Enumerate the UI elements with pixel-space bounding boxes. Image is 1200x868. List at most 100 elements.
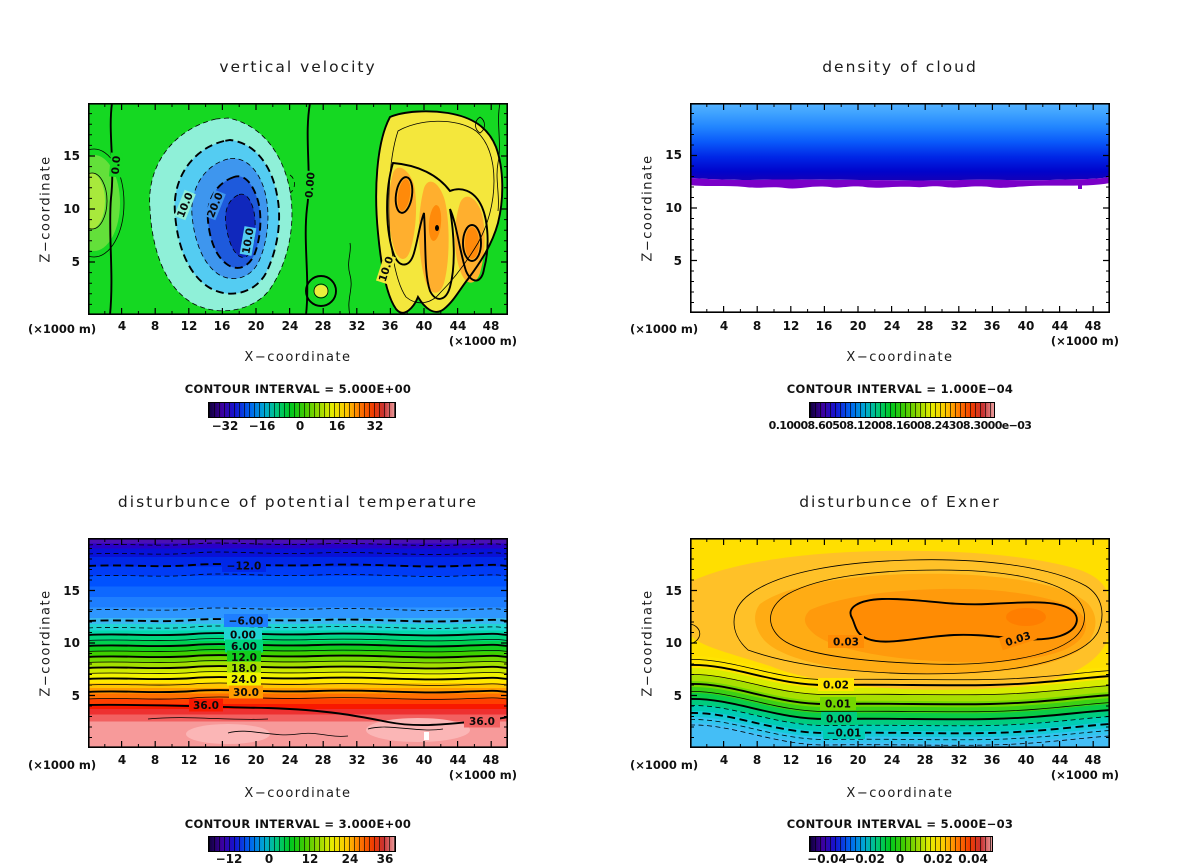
colorbar-tick-label: −0.04 (807, 852, 847, 866)
panel-title-exner: disturbunce of Exner (799, 493, 1001, 511)
x-tick-label: 20 (247, 753, 265, 767)
contour-label: 18.0 (231, 663, 257, 675)
y-tick-label: 5 (673, 689, 682, 703)
plot-exner: 0.03 0.03 0.02 0.01 0.00 −0.01 (690, 538, 1110, 748)
y-axis-unit: (×1000 m) (630, 758, 699, 772)
x-tick-label: 28 (314, 319, 332, 333)
contour-interval-caption: CONTOUR INTERVAL = 1.000E−04 (786, 382, 1014, 396)
axis-ticks-major (690, 103, 1110, 313)
contour-inline-labels: 0.0 10.0 20.0 10.0 0.00 10.0 (108, 152, 396, 285)
colorbar-tick-label: 0.02 (923, 852, 953, 866)
x-tick-label: 16 (213, 319, 231, 333)
x-tick-label: 48 (482, 319, 500, 333)
x-tick-label: 32 (348, 319, 366, 333)
y-axis-unit: (×1000 m) (28, 758, 97, 772)
contour-label: 0.00 (826, 714, 852, 726)
x-tick-label: 8 (150, 753, 160, 767)
colorbar-tick-label: −16 (248, 419, 276, 433)
y-tick-label: 5 (673, 254, 682, 268)
x-tick-label: 8 (752, 753, 762, 767)
contour-label: 36.0 (193, 700, 219, 712)
plot-vertical-velocity: 0.0 10.0 20.0 10.0 0.00 10.0 (88, 103, 508, 315)
y-tick-label: 10 (665, 636, 682, 650)
axis-ticks-minor (690, 103, 1110, 313)
x-tick-label: 40 (415, 753, 433, 767)
orange-core-fill (690, 550, 1109, 690)
y-tick-label: 5 (71, 255, 80, 269)
colorbar (208, 402, 396, 418)
contour-label: 0.0 (110, 155, 124, 175)
x-axis-unit: (×1000 m) (1050, 334, 1119, 348)
colorbar-tick-label: −32 (211, 419, 239, 433)
x-tick-label: 12 (180, 753, 198, 767)
x-tick-label: 36 (983, 319, 1001, 333)
plot-background-bands (88, 538, 508, 748)
axis-ticks-major (88, 538, 508, 748)
colorbar (809, 402, 995, 418)
contour-label: 6.00 (231, 641, 257, 653)
contour-label: 12.0 (231, 652, 257, 664)
contour-label: 10.0 (240, 227, 256, 255)
x-tick-label: 12 (782, 753, 800, 767)
contour-label: −6.00 (229, 616, 264, 628)
plot-potential-temperature: −12.0 −6.00 0.00 6.00 12.0 18.0 24.0 30.… (88, 538, 508, 748)
x-tick-label: 44 (449, 319, 467, 333)
colorbar (208, 836, 396, 852)
colorbar-tick-labels-overlapping: 0.10008.60508.12008.16008.24308.3000e−03 (768, 419, 1032, 432)
x-axis-unit: (×1000 m) (448, 768, 517, 782)
x-tick-label: 48 (482, 753, 500, 767)
y-tick-label: 10 (665, 201, 682, 215)
x-tick-label: 16 (213, 753, 231, 767)
x-tick-label: 32 (348, 753, 366, 767)
x-tick-label: 28 (314, 753, 332, 767)
axis-ticks-minor (88, 103, 508, 315)
colorbar-tick-label: 0.04 (958, 852, 988, 866)
x-tick-label: 4 (719, 753, 729, 767)
axis-ticks-major (690, 538, 1110, 748)
contour-label: 30.0 (233, 687, 259, 699)
plot-frame (88, 103, 508, 315)
x-tick-label: 24 (883, 753, 901, 767)
x-tick-label: 4 (719, 319, 729, 333)
plot-frame (88, 538, 508, 748)
y-tick-label: 15 (63, 149, 80, 163)
x-tick-label: 16 (815, 319, 833, 333)
colorbar-tick-label: 16 (328, 419, 346, 433)
contour-label: 0.02 (823, 680, 849, 692)
x-tick-label: 20 (849, 319, 867, 333)
cloud-base-purple-band (690, 177, 1110, 189)
y-tick-label: 15 (665, 148, 682, 162)
contour-label: 0.01 (825, 699, 851, 711)
x-tick-label: 4 (117, 753, 127, 767)
x-tick-label: 44 (1051, 319, 1069, 333)
x-tick-label: 28 (916, 319, 934, 333)
x-tick-label: 24 (281, 753, 299, 767)
contour-label: 0.00 (230, 630, 256, 642)
y-axis-label: Z−coordinate (38, 589, 54, 697)
contour-label: 24.0 (231, 674, 257, 686)
axis-ticks-minor (88, 538, 508, 748)
x-tick-label: 8 (752, 319, 762, 333)
x-tick-label: 36 (983, 753, 1001, 767)
panel-title-potential-temperature: disturbunce of potential temperature (117, 493, 479, 511)
contour-label: −0.01 (827, 728, 862, 740)
contour-label: 0.03 (833, 637, 859, 649)
colorbar-tick-label: 32 (366, 419, 384, 433)
contour-interval-caption: CONTOUR INTERVAL = 5.000E−03 (786, 817, 1014, 831)
x-axis-label: X−coordinate (244, 350, 352, 365)
y-tick-label: 15 (63, 584, 80, 598)
pink-layer-details (186, 718, 470, 744)
colorbar-tick-label: −12 (215, 852, 243, 866)
contour-interval-caption: CONTOUR INTERVAL = 5.000E+00 (184, 382, 412, 396)
contour-label: 36.0 (469, 716, 495, 728)
x-axis-label: X−coordinate (244, 786, 352, 801)
colorbar-tick-label: 12 (301, 852, 319, 866)
x-tick-label: 44 (1051, 753, 1069, 767)
x-tick-label: 4 (117, 319, 127, 333)
x-tick-label: 40 (415, 319, 433, 333)
x-tick-label: 24 (281, 319, 299, 333)
x-tick-label: 48 (1084, 753, 1102, 767)
x-tick-label: 12 (180, 319, 198, 333)
x-tick-label: 36 (381, 753, 399, 767)
